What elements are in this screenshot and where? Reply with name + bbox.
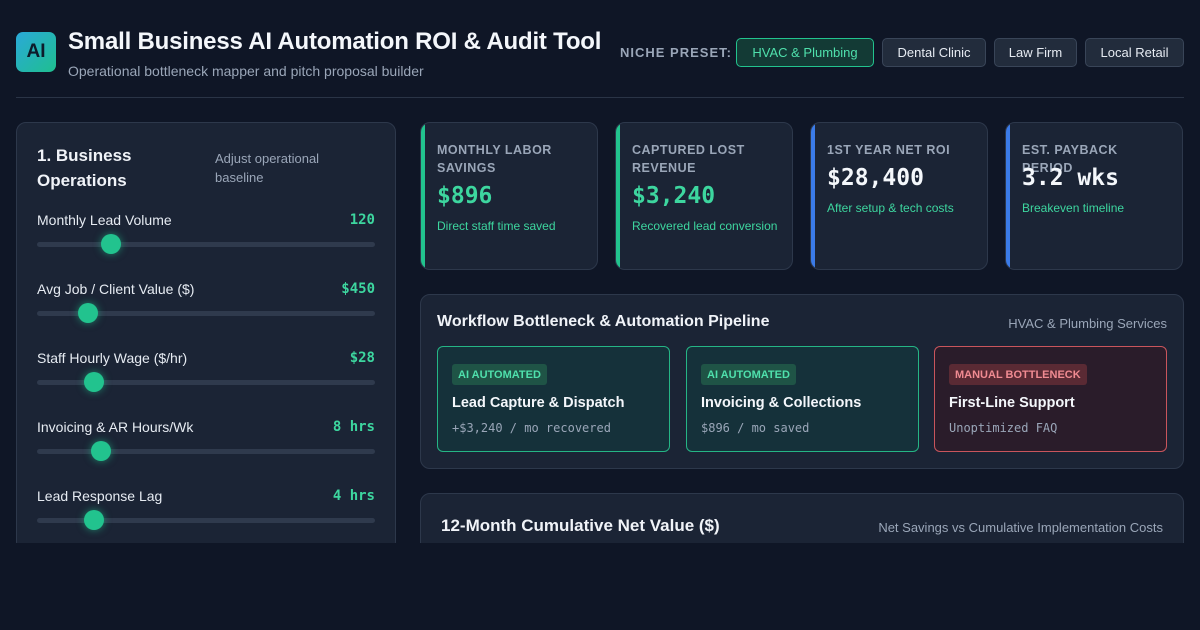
kpi-accent-stripe <box>1006 123 1010 269</box>
kpi-desc: Recovered lead conversion <box>632 219 778 233</box>
kpi-value: $28,400 <box>827 165 924 191</box>
page-subtitle: Operational bottleneck mapper and pitch … <box>68 63 424 79</box>
slider-thumb[interactable] <box>84 510 105 530</box>
niche-preset-label: NICHE PRESET: <box>620 45 732 60</box>
kpi-label: MONTHLY LABOR SAVINGS <box>437 143 552 175</box>
pipeline-subtitle: HVAC & Plumbing Services <box>1008 316 1167 331</box>
panel-hint: Adjust operational baseline <box>215 151 320 185</box>
step-detail: +$3,240 / mo recovered <box>452 421 611 435</box>
staff-hourly-wage-slider[interactable]: Staff Hourly Wage ($/hr) $28 <box>37 350 375 410</box>
chart-subtitle: Net Savings vs Cumulative Implementation… <box>878 520 1163 535</box>
step-detail: Unoptimized FAQ <box>949 421 1058 435</box>
slider-label: Invoicing & AR Hours/Wk <box>37 419 194 435</box>
kpi-label: CAPTURED LOST REVENUE <box>632 143 745 175</box>
slider-value: 8 hrs <box>332 419 375 435</box>
kpi-label: EST. PAYBACK PERIOD <box>1022 143 1118 175</box>
status-badge: AI AUTOMATED <box>701 364 796 385</box>
slider-thumb[interactable] <box>84 372 105 392</box>
slider-value: 120 <box>349 212 375 228</box>
slider-value: 4 hrs <box>332 488 375 504</box>
chart-title: 12-Month Cumulative Net Value ($) <box>441 516 720 535</box>
slider-label: Avg Job / Client Value ($) <box>37 281 195 297</box>
kpi-monthly-labor-savings: MONTHLY LABOR SAVINGS $896 Direct staff … <box>420 122 598 270</box>
slider-thumb[interactable] <box>77 303 98 323</box>
slider-track[interactable] <box>37 311 375 316</box>
kpi-desc: After setup & tech costs <box>827 201 954 215</box>
step-detail: $896 / mo saved <box>701 421 810 435</box>
kpi-accent-stripe <box>616 123 620 269</box>
step-title: First-Line Support <box>949 395 1075 411</box>
pipeline-step-first-line-support[interactable]: MANUAL BOTTLENECK First-Line Support Uno… <box>934 346 1167 452</box>
slider-label: Staff Hourly Wage ($/hr) <box>37 350 188 366</box>
step-title: Invoicing & Collections <box>701 395 862 411</box>
slider-track[interactable] <box>37 518 375 523</box>
slider-label: Monthly Lead Volume <box>37 212 172 228</box>
pipeline-step-lead-capture[interactable]: AI AUTOMATED Lead Capture & Dispatch +$3… <box>437 346 670 452</box>
status-badge: MANUAL BOTTLENECK <box>949 364 1087 385</box>
kpi-value: $3,240 <box>632 183 716 209</box>
app-logo: AI <box>16 32 56 72</box>
kpi-desc: Direct staff time saved <box>437 219 556 233</box>
pipeline-step-invoicing[interactable]: AI AUTOMATED Invoicing & Collections $89… <box>686 346 919 452</box>
status-badge: AI AUTOMATED <box>452 364 547 385</box>
slider-label: Lead Response Lag <box>37 488 163 504</box>
slider-value: $450 <box>341 281 375 297</box>
slider-thumb[interactable] <box>91 441 112 461</box>
kpi-first-year-net-roi: 1ST YEAR NET ROI $28,400 After setup & t… <box>810 122 988 270</box>
kpi-label: 1ST YEAR NET ROI <box>827 143 951 157</box>
app-header: AI Small Business AI Automation ROI & Au… <box>16 26 1184 98</box>
kpi-accent-stripe <box>811 123 815 269</box>
preset-local-retail-button[interactable]: Local Retail <box>1085 38 1184 67</box>
kpi-desc: Breakeven timeline <box>1022 201 1125 215</box>
invoicing-ar-hours-slider[interactable]: Invoicing & AR Hours/Wk 8 hrs <box>37 419 375 479</box>
kpi-payback-period: EST. PAYBACK PERIOD 3.2 wks Breakeven ti… <box>1005 122 1183 270</box>
workflow-pipeline-panel: Workflow Bottleneck & Automation Pipelin… <box>420 294 1184 469</box>
panel-title: 1. Business Operations <box>37 146 132 190</box>
kpi-captured-lost-revenue: CAPTURED LOST REVENUE $3,240 Recovered l… <box>615 122 793 270</box>
avg-job-value-slider[interactable]: Avg Job / Client Value ($) $450 <box>37 281 375 341</box>
page-title: Small Business AI Automation ROI & Audit… <box>68 28 602 55</box>
kpi-value: $896 <box>437 183 493 209</box>
slider-thumb[interactable] <box>101 234 122 254</box>
monthly-lead-volume-slider[interactable]: Monthly Lead Volume 120 <box>37 212 375 272</box>
pipeline-title: Workflow Bottleneck & Automation Pipelin… <box>437 313 770 330</box>
lead-response-lag-slider[interactable]: Lead Response Lag 4 hrs <box>37 488 375 548</box>
kpi-value: 3.2 wks <box>1022 165 1119 191</box>
preset-law-firm-button[interactable]: Law Firm <box>994 38 1077 67</box>
kpi-accent-stripe <box>421 123 425 269</box>
slider-track[interactable] <box>37 242 375 247</box>
slider-track[interactable] <box>37 380 375 385</box>
preset-dental-clinic-button[interactable]: Dental Clinic <box>882 38 986 67</box>
preset-hvac-plumbing-button[interactable]: HVAC & Plumbing <box>736 38 874 67</box>
slider-value: $28 <box>349 350 375 366</box>
step-title: Lead Capture & Dispatch <box>452 395 625 411</box>
slider-track[interactable] <box>37 449 375 454</box>
viewport-crop <box>0 543 1200 630</box>
business-operations-panel: 1. Business Operations Adjust operationa… <box>16 122 396 552</box>
